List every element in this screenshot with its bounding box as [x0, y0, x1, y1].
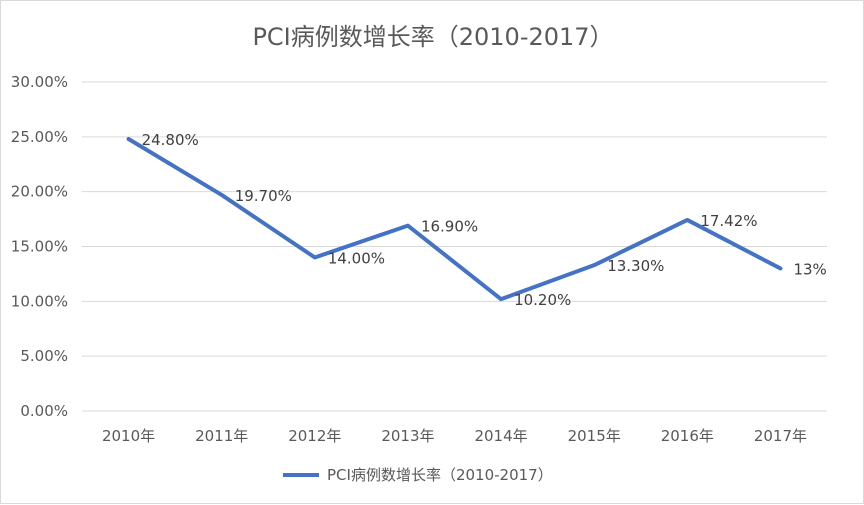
legend-label: PCI病例数增长率（2010-2017）: [327, 466, 553, 484]
y-tick-label: 15.00%: [11, 238, 68, 256]
x-tick-label: 2012年: [288, 427, 341, 445]
y-tick-label: 5.00%: [20, 347, 68, 365]
x-tick-label: 2015年: [568, 427, 621, 445]
data-label: 14.00%: [328, 249, 385, 267]
data-label: 16.90%: [421, 218, 478, 236]
x-tick-label: 2017年: [754, 427, 807, 445]
x-tick-label: 2013年: [381, 427, 434, 445]
y-tick-label: 25.00%: [11, 128, 68, 146]
y-axis: 0.00% 5.00% 10.00% 15.00% 20.00% 25.00% 30.00%: [11, 73, 68, 420]
data-label: 19.70%: [235, 187, 292, 205]
x-tick-label: 2016年: [661, 427, 714, 445]
x-tick-label: 2014年: [474, 427, 527, 445]
data-label: 17.42%: [700, 212, 757, 230]
data-label: 13.30%: [607, 257, 664, 275]
data-label: 13%: [793, 260, 826, 278]
y-tick-label: 0.00%: [20, 402, 68, 420]
x-tick-label: 2010年: [102, 427, 155, 445]
legend: PCI病例数增长率（2010-2017）: [283, 466, 553, 484]
x-axis: 2010年 2011年 2012年 2013年 2014年 2015年 2016年 2017年: [102, 427, 807, 445]
y-tick-label: 20.00%: [11, 183, 68, 201]
data-labels: 24.80% 19.70% 14.00% 16.90% 10.20% 13.30% 17.4…: [142, 131, 827, 309]
data-label: 24.80%: [142, 131, 199, 149]
data-label: 10.20%: [514, 291, 571, 309]
y-tick-label: 30.00%: [11, 73, 68, 91]
x-tick-label: 2011年: [195, 427, 248, 445]
y-tick-label: 10.00%: [11, 292, 68, 310]
chart-title: PCI病例数增长率（2010-2017）: [252, 23, 613, 51]
